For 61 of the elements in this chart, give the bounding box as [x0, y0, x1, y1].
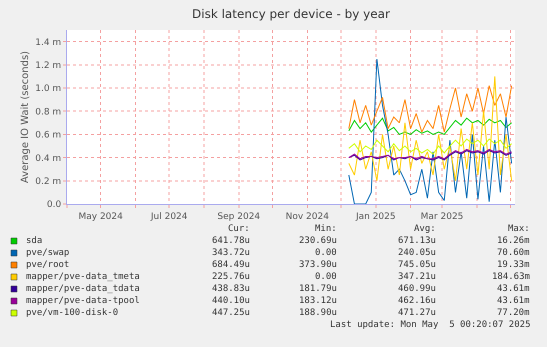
text: 462.16u	[398, 296, 436, 306]
legend-label: mapper/pve-data_tmeta	[26, 272, 140, 282]
legend-label: sda	[26, 236, 42, 246]
text: 43.61m	[497, 296, 530, 306]
text: 0.00	[315, 272, 337, 282]
text: 745.05u	[398, 260, 436, 270]
legend-label: mapper/pve-data-tpool	[26, 296, 140, 306]
text: 471.27u	[398, 308, 436, 318]
x-tick-label: Sep 2024	[217, 212, 260, 222]
y-tick-label: 0.8 m	[35, 107, 62, 118]
y-tick-label: 0.6 m	[35, 130, 62, 141]
x-tick-label: Jan 2025	[354, 212, 396, 222]
line-series	[348, 76, 512, 182]
y-tick-label: 0.4 m	[35, 154, 62, 164]
text: 77.20m	[497, 308, 530, 318]
text: 684.49u	[212, 260, 250, 270]
text: Last update: Mon May 5 00:20:07 2025	[330, 320, 530, 330]
text: 373.90u	[299, 260, 337, 270]
text: Cur:	[228, 224, 250, 234]
text: 447.25u	[212, 308, 250, 318]
text: 183.12u	[299, 296, 337, 306]
text: 347.21u	[398, 272, 436, 282]
y-axis-title: Average IO Wait (seconds)	[20, 50, 32, 184]
y-tick-label: 0.2 m	[35, 176, 62, 187]
y-tick-label: 0.0	[46, 200, 62, 210]
line-series	[348, 118, 512, 135]
legend-label: pve/root	[26, 260, 70, 270]
y-tick-label: 1.4 m	[35, 38, 62, 48]
text: 188.90u	[299, 308, 337, 318]
text: 70.60m	[497, 248, 530, 258]
text: Min:	[315, 224, 337, 234]
text: Max:	[508, 224, 530, 234]
text: 184.63m	[492, 272, 530, 282]
text: 0.00	[315, 248, 337, 258]
legend-label: pve/swap	[26, 248, 70, 258]
line-series	[348, 58, 512, 204]
line-series	[348, 138, 512, 155]
x-tick-label: Mar 2025	[420, 212, 464, 222]
x-tick-label: Jul 2024	[150, 212, 188, 222]
text: 230.69u	[299, 236, 337, 246]
x-tick-label: Nov 2024	[286, 212, 330, 222]
chart-title: Disk latency per device - by year	[192, 7, 390, 21]
text: 641.78u	[212, 236, 250, 246]
line-series	[348, 85, 512, 133]
text: Avg:	[414, 224, 436, 234]
y-tick-label: 1.2 m	[35, 60, 62, 71]
text: 438.83u	[212, 284, 250, 294]
text: 181.79u	[299, 284, 337, 294]
text: 225.76u	[212, 272, 250, 282]
legend-label: mapper/pve-data_tdata	[26, 284, 140, 294]
text: 19.33m	[497, 260, 530, 270]
text: 240.05u	[398, 248, 436, 258]
text: 440.10u	[212, 296, 250, 306]
y-tick-label: 1.0 m	[35, 84, 62, 94]
text: 671.13u	[398, 236, 436, 246]
text: 16.26m	[497, 236, 530, 246]
text: 460.99u	[398, 284, 436, 294]
text: 343.72u	[212, 248, 250, 258]
x-tick-label: May 2024	[78, 212, 124, 222]
text: 43.61m	[497, 284, 530, 294]
legend-label: pve/vm-100-disk-0	[26, 308, 118, 318]
